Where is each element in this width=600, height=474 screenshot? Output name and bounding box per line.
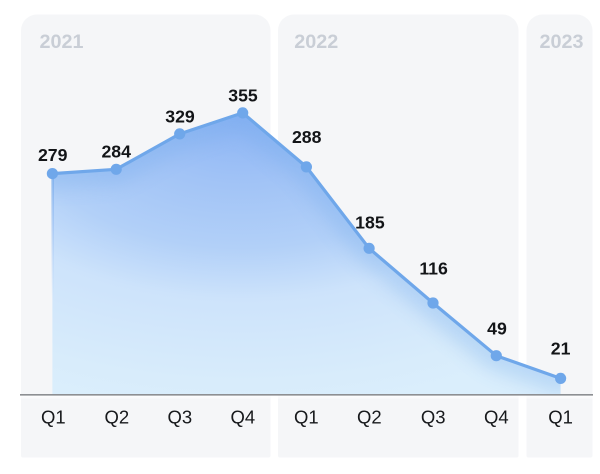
svg-text:49: 49 (487, 319, 507, 339)
svg-text:329: 329 (165, 106, 195, 126)
svg-text:Q2: Q2 (104, 407, 129, 428)
svg-text:Q3: Q3 (168, 407, 193, 428)
svg-text:284: 284 (101, 141, 131, 161)
svg-text:Q1: Q1 (548, 407, 573, 428)
svg-text:21: 21 (551, 339, 571, 359)
svg-text:288: 288 (292, 127, 322, 147)
svg-text:Q4: Q4 (484, 407, 509, 428)
svg-text:Q1: Q1 (294, 407, 319, 428)
svg-text:185: 185 (355, 213, 385, 233)
svg-text:355: 355 (228, 85, 258, 105)
svg-text:Q3: Q3 (421, 407, 446, 428)
svg-text:Q4: Q4 (231, 407, 256, 428)
svg-text:2023: 2023 (540, 31, 584, 53)
svg-text:279: 279 (38, 145, 68, 165)
svg-text:2021: 2021 (40, 31, 84, 53)
svg-text:116: 116 (419, 259, 448, 279)
svg-text:Q2: Q2 (357, 407, 382, 428)
svg-text:Q1: Q1 (41, 407, 66, 428)
svg-text:2022: 2022 (294, 31, 338, 53)
